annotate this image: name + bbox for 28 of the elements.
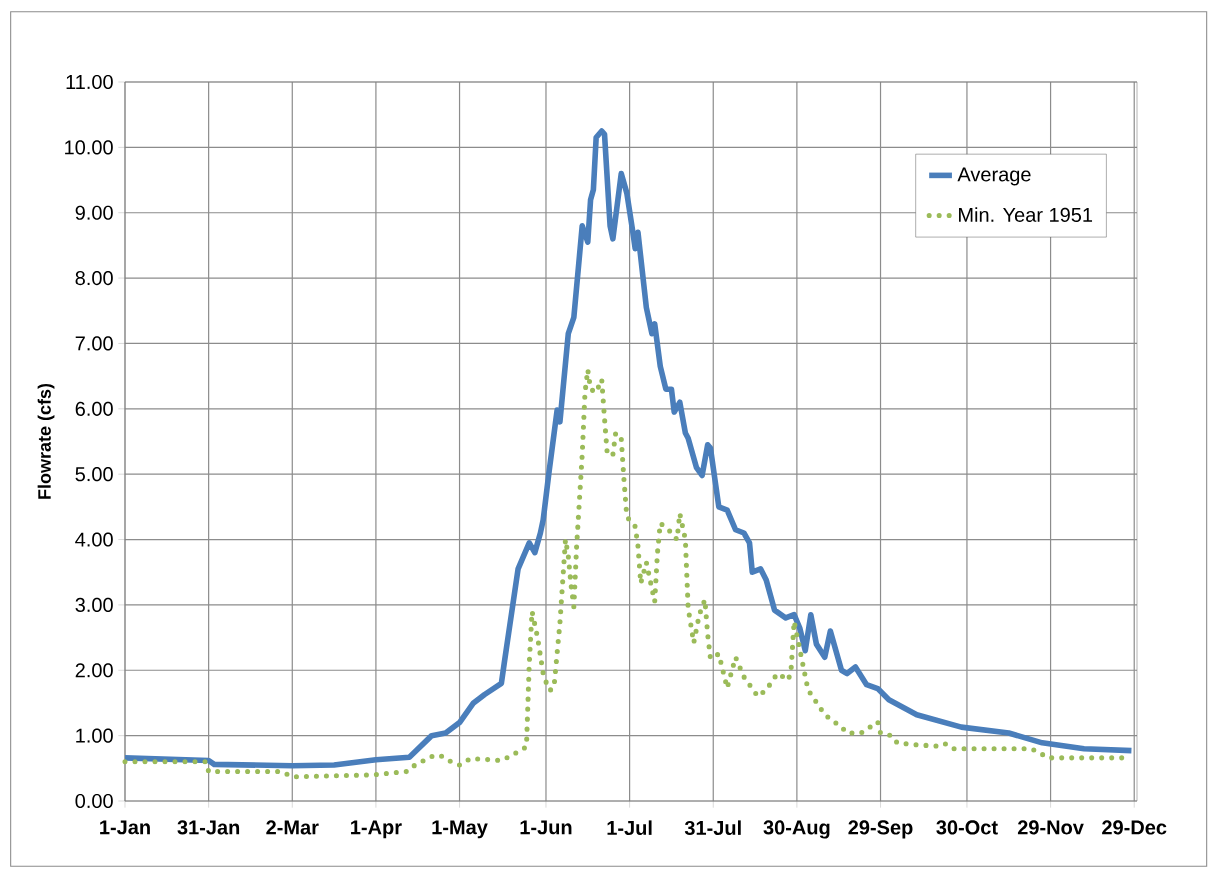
x-tick-label: 31-Jan [177, 820, 240, 835]
x-tick-label: 30-Oct [936, 820, 998, 835]
y-tick-label: 11.00 [66, 74, 113, 90]
legend-label: Average [957, 167, 1031, 186]
x-tick-label: 1-Jul [607, 820, 652, 836]
y-tick-label: 5.00 [75, 467, 113, 482]
y-tick-label: 2.00 [75, 663, 113, 678]
x-tick-label: 29-Sep [848, 820, 913, 839]
x-tick-label: 1-Jan [100, 820, 150, 835]
y-tick-label: 6.00 [75, 401, 113, 416]
y-tick-label: 10.00 [65, 140, 113, 155]
y-tick-label: 1.00 [76, 728, 113, 743]
y-tick-label: 3.00 [75, 597, 113, 612]
legend-label: Min. Year 1951 [959, 207, 1093, 222]
y-tick-label: 7.00 [75, 336, 113, 351]
x-tick-label: 1-May [432, 820, 488, 839]
x-tick-label: 31-Jul [684, 820, 741, 836]
x-tick-label: 30-Aug [763, 820, 830, 839]
y-tick-label: 8.00 [75, 271, 113, 286]
x-tick-label: 29-Nov [1017, 820, 1084, 835]
y-axis-title: Flowrate (cfs) [37, 383, 55, 499]
y-tick-label: 4.00 [75, 532, 113, 547]
x-tick-label: 2-Mar [266, 820, 319, 835]
x-tick-label: 1-Apr [351, 820, 402, 839]
x-tick-label: 1-Jun [520, 820, 572, 835]
y-tick-label: 9.00 [75, 205, 113, 220]
x-tick-label: 29-Dec [1102, 820, 1167, 835]
y-tick-label: 0.00 [75, 793, 113, 809]
